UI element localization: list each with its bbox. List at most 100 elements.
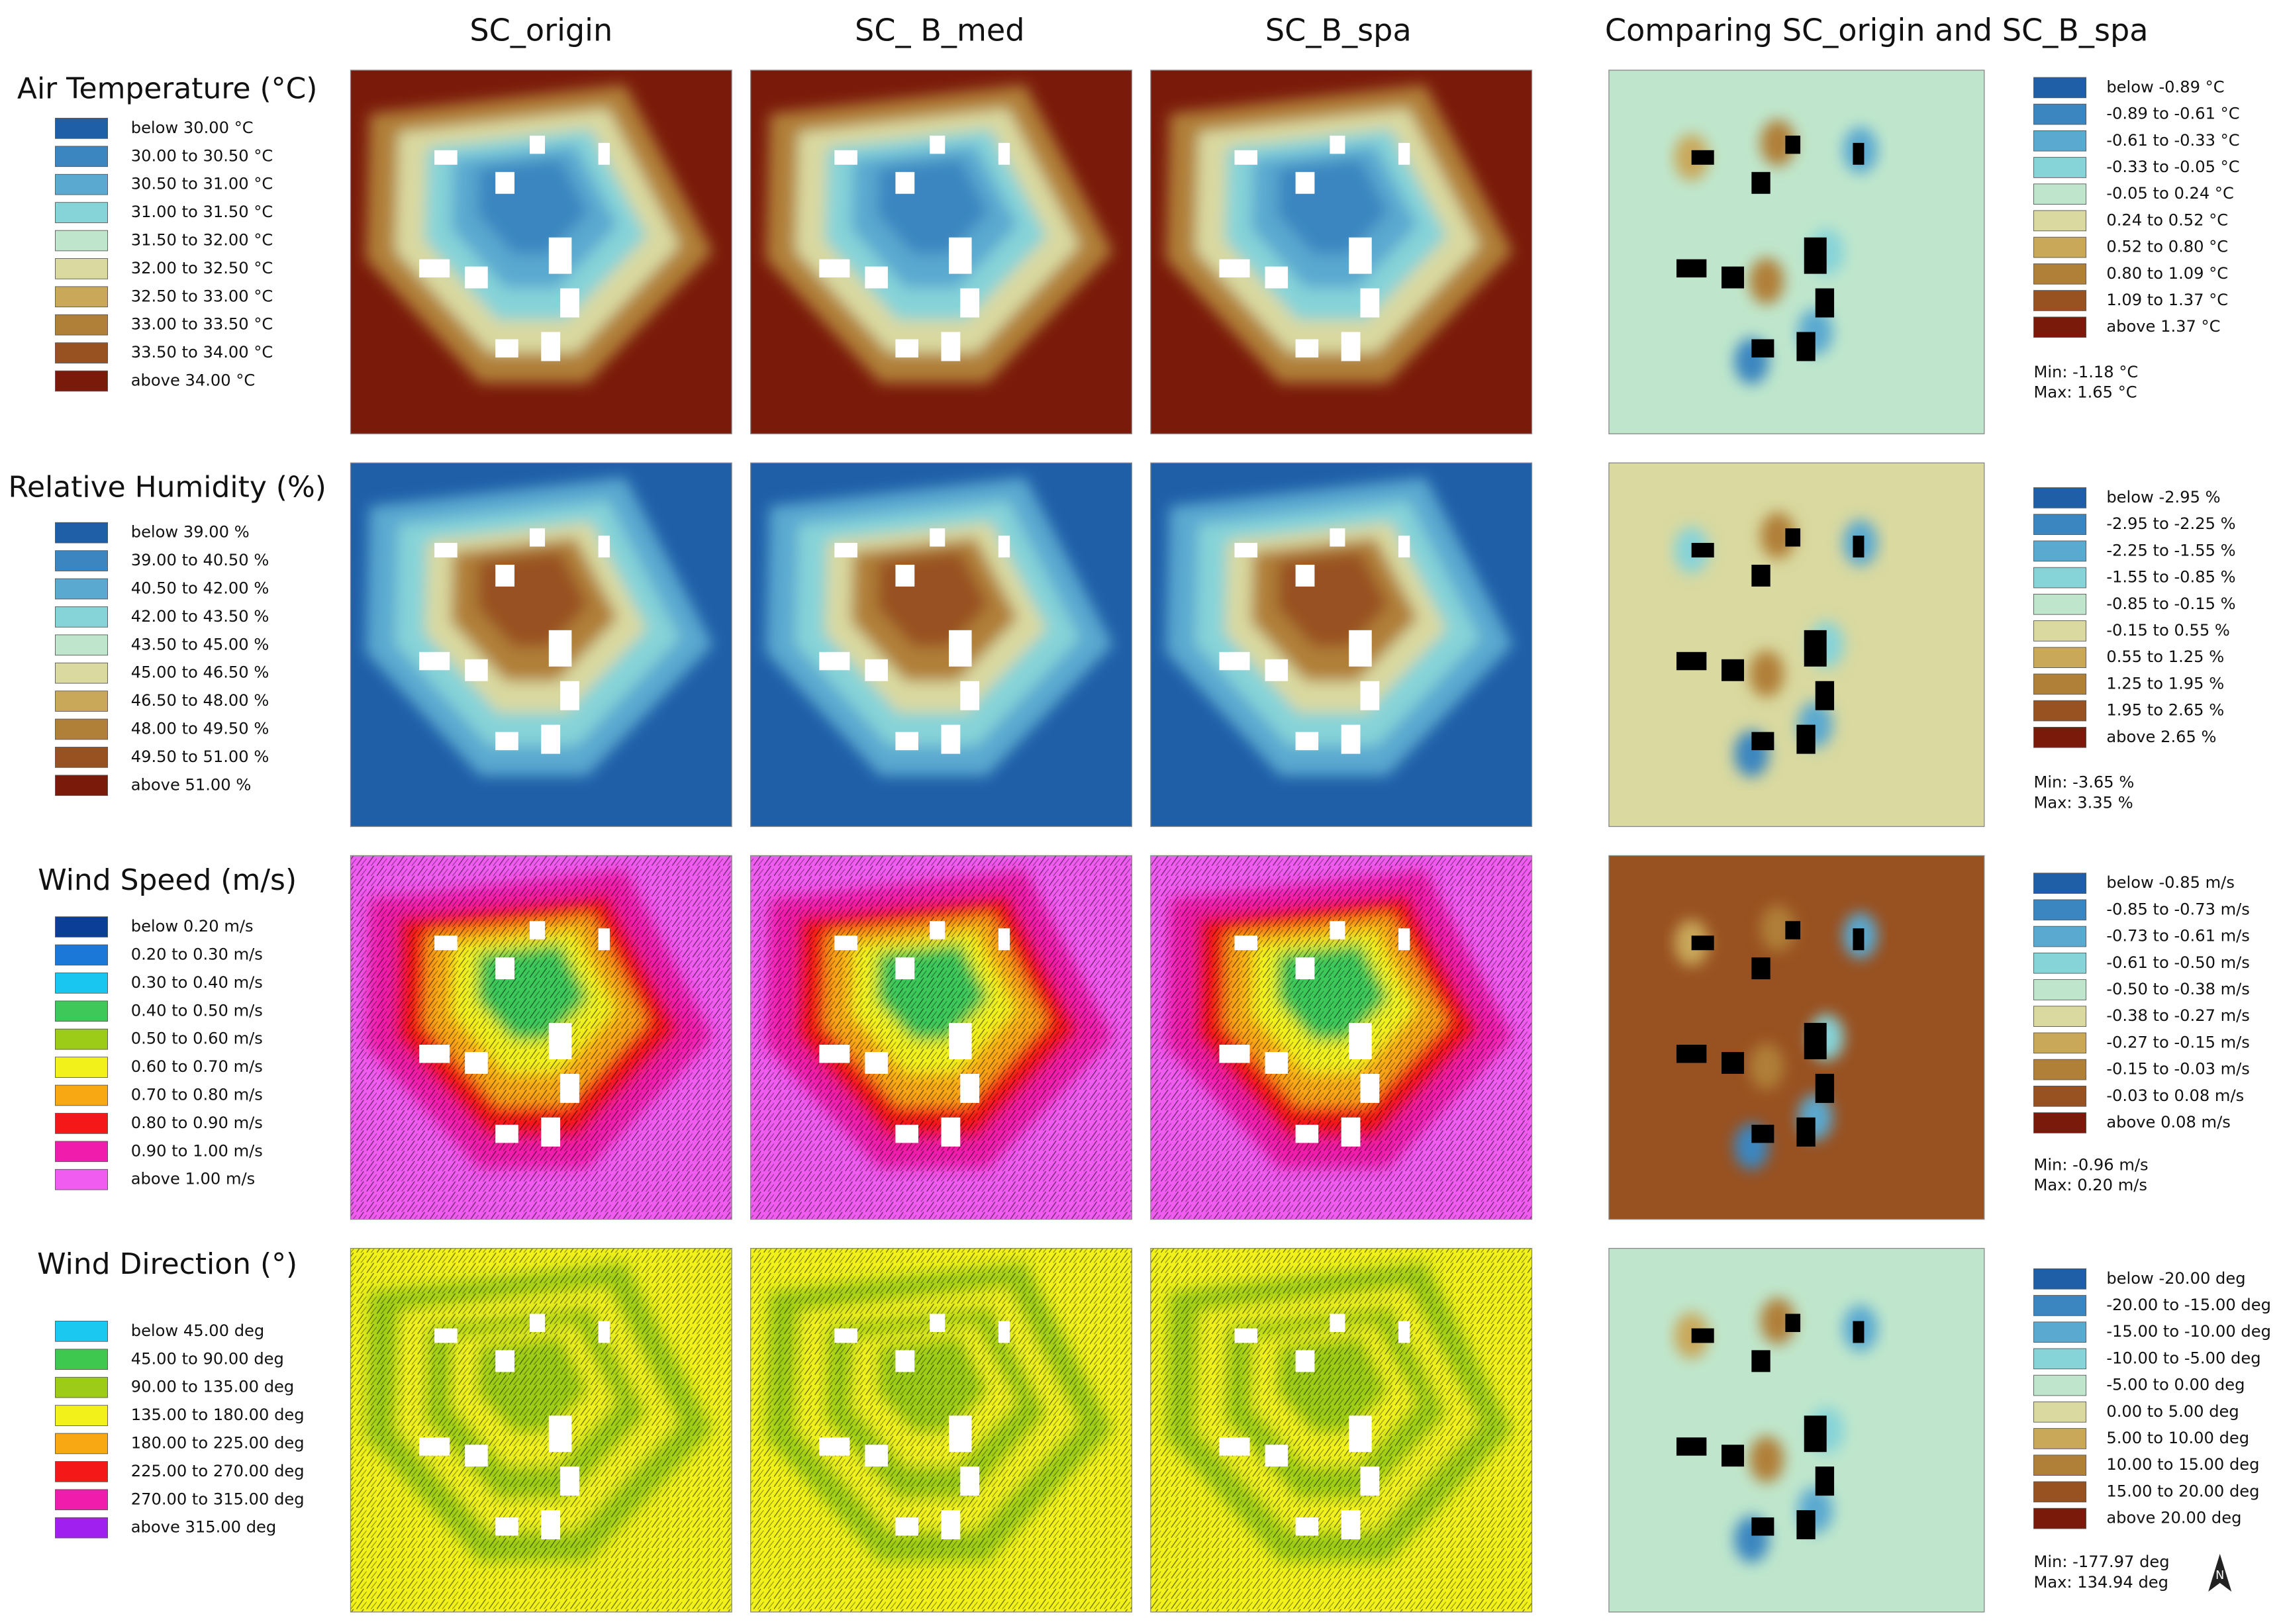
building bbox=[949, 237, 972, 274]
legend-swatch bbox=[2033, 514, 2087, 535]
legend-label: below -20.00 deg bbox=[2106, 1269, 2245, 1288]
building bbox=[598, 1321, 610, 1343]
legend-label: above 20.00 deg bbox=[2106, 1509, 2241, 1527]
building bbox=[834, 1328, 857, 1343]
legend-swatch bbox=[55, 1433, 109, 1455]
map-panel bbox=[750, 70, 1132, 434]
building bbox=[949, 1023, 972, 1060]
legend-label: 1.95 to 2.65 % bbox=[2106, 701, 2224, 720]
building bbox=[1360, 1466, 1380, 1496]
building bbox=[819, 1045, 850, 1063]
building bbox=[541, 332, 561, 361]
legend-swatch bbox=[2033, 130, 2087, 152]
legend-label: below 39.00 % bbox=[131, 523, 250, 542]
legend-label: above 0.08 m/s bbox=[2106, 1113, 2230, 1131]
map-panel bbox=[350, 1248, 732, 1612]
building bbox=[1219, 651, 1250, 671]
building bbox=[1234, 1328, 1258, 1343]
legend-label: -0.89 to -0.61 °C bbox=[2106, 105, 2239, 123]
building bbox=[419, 259, 450, 278]
legend-label: 1.09 to 1.37 °C bbox=[2106, 291, 2228, 309]
building bbox=[1360, 1073, 1380, 1103]
legend-swatch bbox=[55, 1461, 109, 1482]
legend-swatch bbox=[55, 1405, 109, 1426]
legend-swatch bbox=[55, 606, 109, 628]
map-panel bbox=[350, 463, 732, 827]
max-label: Max: 0.20 m/s bbox=[2033, 1176, 2147, 1194]
building bbox=[1691, 935, 1714, 951]
building bbox=[1804, 1023, 1827, 1060]
building bbox=[941, 1510, 961, 1540]
map-panel bbox=[1608, 855, 1984, 1219]
building bbox=[560, 1466, 579, 1496]
map-frame bbox=[750, 1247, 1132, 1613]
legend-label: -0.73 to -0.61 m/s bbox=[2106, 927, 2250, 945]
legend-label: -2.25 to -1.55 % bbox=[2106, 541, 2235, 559]
map-frame bbox=[1608, 855, 1985, 1220]
legend-label: 33.00 to 33.50 °C bbox=[131, 315, 273, 334]
building bbox=[530, 1314, 546, 1332]
building bbox=[895, 1517, 918, 1536]
building bbox=[998, 142, 1010, 165]
legend-swatch bbox=[2033, 1006, 2087, 1027]
legend-label: -0.61 to -0.50 m/s bbox=[2106, 953, 2250, 972]
legend-label: -0.85 to -0.15 % bbox=[2106, 595, 2235, 613]
legend-swatch bbox=[55, 1113, 109, 1134]
building bbox=[434, 543, 458, 558]
wind-vectors bbox=[350, 1248, 732, 1612]
legend-swatch bbox=[55, 202, 109, 223]
building bbox=[541, 724, 561, 754]
legend-label: below 30.00 °C bbox=[131, 119, 254, 137]
row-title: Wind Speed (m/s) bbox=[38, 863, 297, 897]
building bbox=[1751, 339, 1774, 358]
building bbox=[1751, 1124, 1774, 1143]
legend-swatch bbox=[2033, 726, 2087, 748]
building bbox=[1751, 1517, 1774, 1536]
legend-label: 0.80 to 0.90 m/s bbox=[131, 1114, 263, 1132]
map-zone bbox=[1760, 119, 1796, 167]
building bbox=[495, 957, 515, 980]
legend-label: -0.50 to -0.38 m/s bbox=[2106, 980, 2250, 998]
legend-label: -0.15 to -0.03 m/s bbox=[2106, 1060, 2250, 1078]
building bbox=[1815, 1466, 1835, 1496]
building bbox=[895, 1124, 918, 1143]
map-panel bbox=[1150, 463, 1532, 827]
legend-swatch bbox=[2033, 1455, 2087, 1476]
map-frame bbox=[1150, 70, 1533, 434]
legend-swatch bbox=[55, 1028, 109, 1050]
north-arrow: N bbox=[2208, 1554, 2232, 1592]
column-header: Comparing SC_origin and SC_B_spa bbox=[1605, 12, 2149, 48]
map-frame bbox=[1608, 462, 1985, 828]
legend-swatch bbox=[2033, 1032, 2087, 1054]
max-label: Max: 1.65 °C bbox=[2033, 383, 2137, 402]
building bbox=[530, 528, 546, 547]
legend-swatch bbox=[55, 775, 109, 796]
map-frame bbox=[1150, 855, 1533, 1220]
building bbox=[1785, 1314, 1801, 1332]
legend-label: 39.00 to 40.50 % bbox=[131, 551, 269, 569]
legend-swatch bbox=[55, 973, 109, 994]
legend-swatch bbox=[2033, 236, 2087, 258]
building bbox=[1234, 543, 1258, 558]
legend-label: 0.20 to 0.30 m/s bbox=[131, 945, 263, 963]
column-header: SC_origin bbox=[469, 12, 612, 48]
building bbox=[1853, 142, 1865, 165]
building bbox=[560, 288, 579, 318]
legend-swatch bbox=[55, 1141, 109, 1163]
legend-swatch bbox=[55, 1349, 109, 1370]
legend-swatch bbox=[2033, 1112, 2087, 1133]
legend-label: 0.24 to 0.52 °C bbox=[2106, 211, 2228, 229]
legend-label: 0.52 to 0.80 °C bbox=[2106, 238, 2228, 256]
legend-swatch bbox=[2033, 316, 2087, 338]
building bbox=[548, 237, 572, 274]
building bbox=[419, 1045, 450, 1063]
legend-label: 31.50 to 32.00 °C bbox=[131, 230, 273, 249]
legend-swatch bbox=[55, 1517, 109, 1539]
building bbox=[1676, 1437, 1707, 1456]
map-zone bbox=[1749, 1043, 1784, 1090]
legend-label: -0.03 to 0.08 m/s bbox=[2106, 1086, 2244, 1105]
building bbox=[1341, 724, 1361, 754]
legend-label: 90.00 to 135.00 deg bbox=[131, 1378, 295, 1396]
building bbox=[819, 651, 850, 671]
